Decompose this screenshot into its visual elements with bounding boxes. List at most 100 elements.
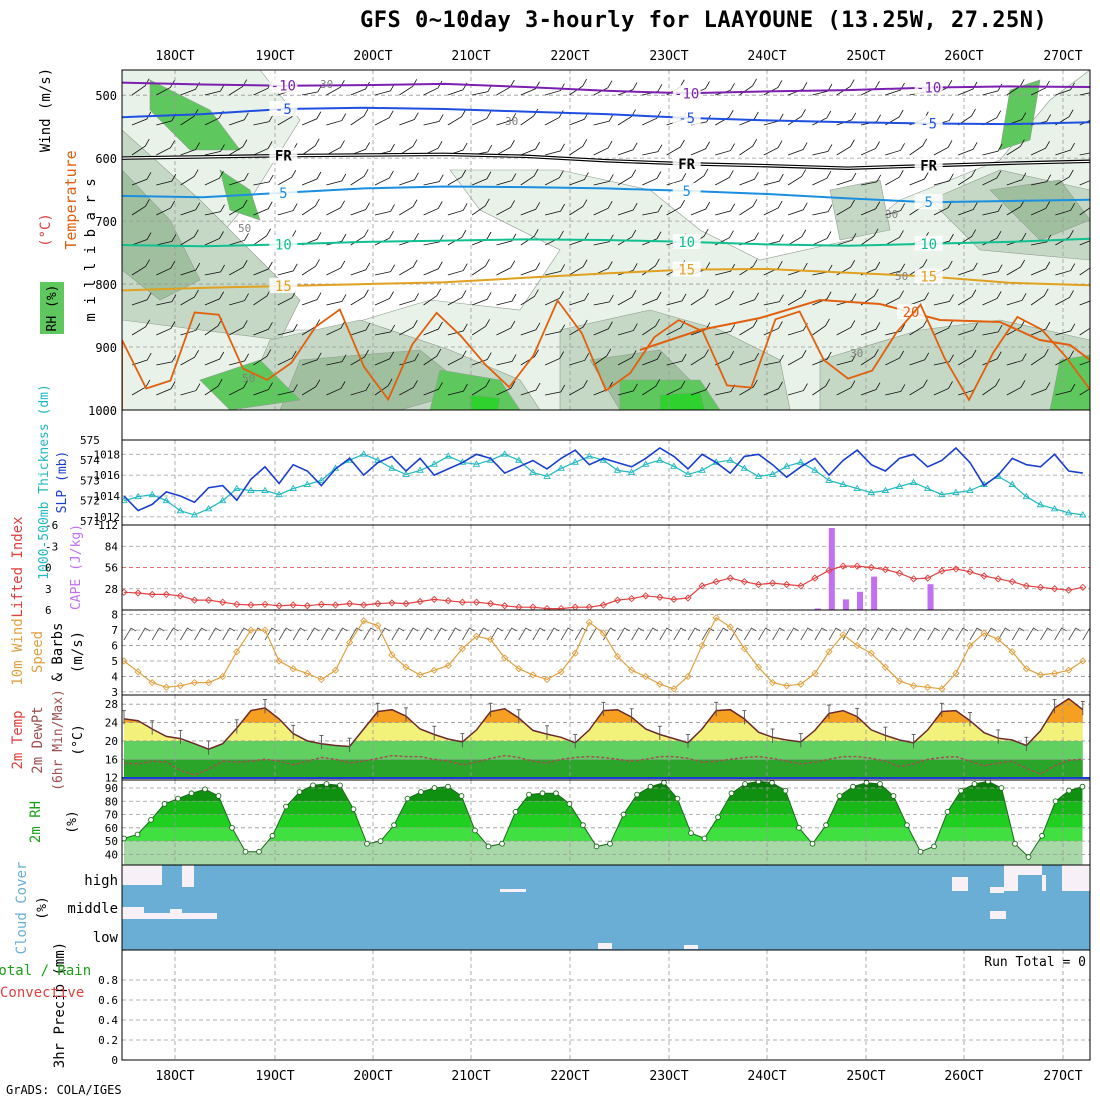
wind-speed-point [938,685,946,693]
wind-barb [423,288,442,306]
wind-barb [836,293,857,306]
wind-barb-10m [913,627,926,641]
wind-barb [472,292,492,306]
lifted-index-point [656,593,664,601]
surface-contour [122,298,1090,410]
wind-barb [301,352,322,366]
y-axis-label: m i l l i b a r s [83,178,99,321]
rh-point [134,831,141,838]
wind-barb [1030,80,1050,96]
thickness-point [641,460,650,467]
wind-barb-10m [292,627,306,641]
wind-speed-point [444,661,452,670]
lifted-index-point [402,599,410,608]
rh-shade-4 [819,319,1090,410]
isotherm-label-bg [672,261,701,277]
thickness-point [359,450,368,457]
isotherm-label-5: 5 [682,184,690,200]
rh-point [958,787,964,794]
wind-barb-10m [490,627,503,641]
wind-speed-point [543,675,551,684]
rh-point [202,786,208,793]
thickness-point [1079,511,1087,518]
thickness-tick: 572 [80,495,100,508]
wind-barb [399,172,419,186]
thickness-point [613,466,622,473]
wind-speed-point [501,654,509,662]
lifted-tick: 6 [45,604,52,617]
wind-barb [229,353,250,366]
wind-speed-point [712,614,720,622]
thickness-point [190,511,199,518]
x-tick-bottom: 22OCT [550,1069,589,1084]
x-tick-bottom: 24OCT [747,1069,786,1084]
wind-barb [593,348,612,366]
wind-speed-point [317,675,326,684]
wind-barb-10m [1054,627,1067,641]
wind-barb [642,352,662,366]
wind-barb [204,291,224,306]
lifted-index-point [1079,583,1087,591]
x-tick-bottom: 21OCT [451,1069,490,1084]
wind-barb [326,260,346,276]
wind-barb [860,201,881,216]
wind-barb-10m [405,627,419,641]
wind-barb [739,138,758,156]
wind-barb [1055,350,1075,366]
thickness-tick: 574 [80,454,100,467]
wind-barb [545,324,566,336]
thickness-point [204,504,213,512]
wind-barb [180,109,199,126]
wind-barb [496,140,515,156]
wind-barb [933,294,954,306]
wind-speed-point [261,626,269,634]
rh-shade-13 [999,79,1041,151]
wind-barb [204,171,224,186]
wind-barb [860,288,879,306]
temp-tick: 12 [105,772,118,785]
wind-barb [156,113,177,126]
isotherm-label-5: 5 [279,186,287,202]
wind-barb [982,264,1003,276]
thickness-point [740,464,749,471]
wind-barb [423,321,443,336]
rh-point [971,781,978,787]
cloud-gap [1018,865,1042,875]
wind-barb [447,203,468,216]
wind-barb [399,293,419,306]
wind-barb [399,232,419,246]
lifted-index-point [853,562,861,570]
wind-barb [763,140,783,156]
precip-label: 3hr Precip (mm) [52,942,68,1068]
wind-barb [374,204,395,216]
wind-barb [374,351,395,366]
wind-barb [666,380,686,396]
wind-barb [1079,180,1090,186]
thickness-point [825,476,833,483]
lifted-index-point [627,595,636,603]
cloud-gap [990,911,1006,919]
thickness-point [952,488,960,496]
wind-speed-point [345,638,354,647]
rh-point [661,780,667,786]
wind-barb [860,322,881,336]
wind-barb [569,380,588,396]
thickness-point [148,490,156,498]
lifted-index-point [712,578,720,586]
wind-speed-point [204,678,213,687]
wind-barb [812,204,833,216]
wind-barb [131,199,150,216]
wind-barb-10m [701,627,715,641]
thickness-point [430,460,438,467]
x-tick-top: 19OCT [255,49,294,64]
wind-barb [326,173,347,186]
wind-barb [520,168,539,186]
wind-barb [447,263,468,276]
wind-barb [812,144,833,156]
rh-point [769,780,775,786]
wind-barb [617,350,637,366]
wind-barb [301,138,320,156]
cloud-gap [170,909,182,917]
credit-label: GrADS: COLA/IGES [6,1083,122,1097]
wind-barb [472,352,492,366]
